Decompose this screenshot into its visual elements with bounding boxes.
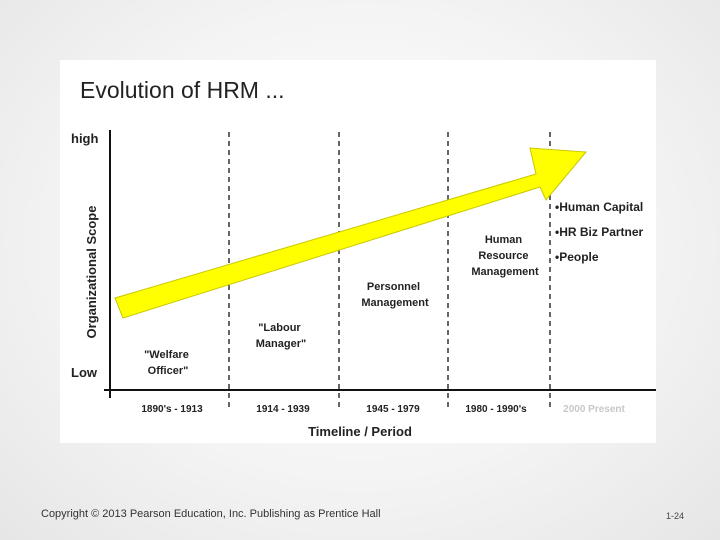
diagram-canvas: Evolution of HRM ... high Low Organizati…	[71, 77, 656, 439]
page-number: 1-24	[666, 511, 685, 521]
stage-label-welfare-officer: "Welfare Officer"	[144, 349, 192, 377]
y-axis-high-label: high	[71, 131, 98, 146]
role-item-human-capital: •Human Capital	[555, 200, 643, 214]
role-item-hr-biz-partner: •HR Biz Partner	[555, 225, 644, 239]
footer-copyright: Copyright © 2013 Pearson Education, Inc.…	[41, 508, 381, 520]
period-label: 1890's - 1913	[141, 404, 203, 415]
x-axis-title: Timeline / Period	[308, 424, 412, 439]
y-axis-low-label: Low	[71, 365, 98, 380]
diagram-title: Evolution of HRM ...	[80, 77, 285, 103]
stage-label-labour-manager: "Labour Manager"	[256, 322, 306, 350]
y-axis-title: Organizational Scope	[84, 206, 99, 339]
stage-label-human-resource-management: Human Resource Management	[471, 234, 539, 278]
period-label-faded: 2000 Present	[563, 404, 625, 415]
period-label: 1914 - 1939	[256, 404, 310, 415]
stage-label-personnel-management: Personnel Management	[361, 281, 429, 309]
period-label: 1980 - 1990's	[465, 404, 527, 415]
period-label: 1945 - 1979	[366, 404, 420, 415]
role-item-people: •People	[555, 250, 599, 264]
growth-arrow	[114, 147, 588, 319]
hrm-evolution-diagram: Evolution of HRM ... high Low Organizati…	[60, 60, 656, 443]
